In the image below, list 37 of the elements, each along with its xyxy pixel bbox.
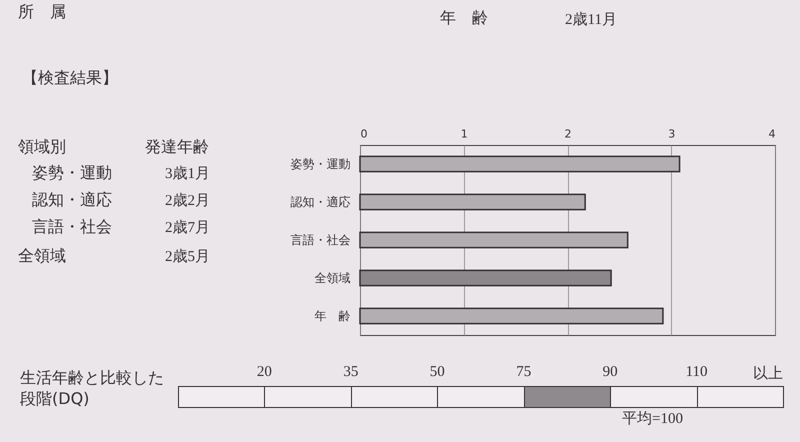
y-tick-label: 年 齢 xyxy=(314,309,350,323)
text: 【検査結果】 xyxy=(22,68,118,89)
text: 生活年齢と比較した段階(DQ) xyxy=(20,368,165,410)
y-tick-label: 認知・適応 xyxy=(290,195,350,209)
y-tick-label: 姿勢・運動 xyxy=(290,157,350,171)
text: 2歳5月 xyxy=(165,248,210,266)
text: 発達年齢 xyxy=(145,137,209,158)
x-tick-label: 3 xyxy=(668,128,676,140)
x-tick-label: 2 xyxy=(564,128,572,140)
text: 所 属 xyxy=(18,2,66,23)
text: 3歳1月 xyxy=(165,164,210,183)
x-tick-label: 1 xyxy=(460,128,468,140)
text: 姿勢・運動 xyxy=(32,163,112,184)
bar xyxy=(359,194,586,210)
bar xyxy=(359,308,664,324)
bar xyxy=(359,156,680,172)
y-tick-label: 全領域 xyxy=(314,271,350,285)
text: 平均=100 xyxy=(622,410,683,428)
category-label: 90 xyxy=(602,364,618,381)
text: 2歳7月 xyxy=(165,218,210,237)
category-label: 50 xyxy=(430,364,445,381)
y-tick-label: 言語・社会 xyxy=(290,233,350,247)
category-label: 110 xyxy=(686,364,708,381)
text: 2歳2月 xyxy=(165,192,210,210)
text: 2歳11月 xyxy=(565,10,617,29)
category-label: 35 xyxy=(343,364,358,381)
x-tick-label: 4 xyxy=(768,128,776,140)
category-label: 20 xyxy=(256,364,272,381)
text: 認知・適応 xyxy=(32,190,112,211)
text: 言語・社会 xyxy=(32,217,112,238)
category-label: 75 xyxy=(516,364,532,381)
text: 年 齢 xyxy=(440,8,488,29)
category-label: 以上 xyxy=(753,364,783,383)
text: 領域別 xyxy=(18,137,66,158)
text: 全領域 xyxy=(18,246,66,267)
bar xyxy=(359,232,628,248)
x-tick-label: 0 xyxy=(360,128,368,140)
